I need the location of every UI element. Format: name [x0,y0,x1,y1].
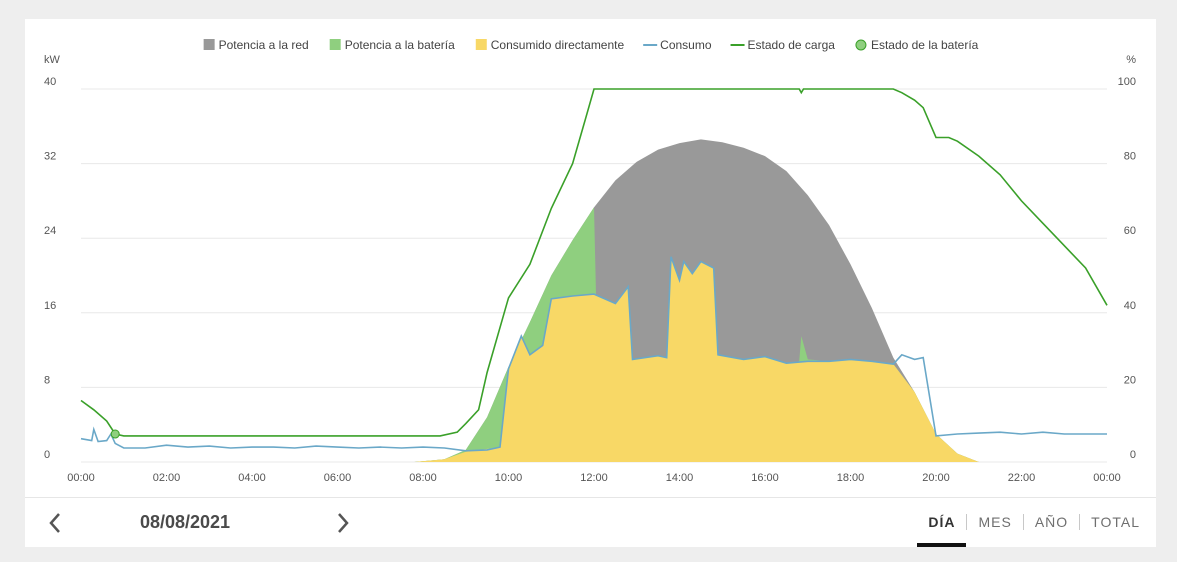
x-tick-label: 22:00 [1008,472,1036,484]
y-left-unit-label: kW [44,54,61,66]
y-right-tick-label: 60 [1124,225,1136,237]
tab-total[interactable]: TOTAL [1091,514,1140,530]
energy-chart: 0 8 16 24 32 40 0 20 40 60 80 100 kW % 00:00 02:00 04:00… [44,38,1136,484]
x-tick-label: 00:00 [1093,472,1121,484]
line-estado-de-carga [80,88,1108,437]
y-left-tick-label: 16 [44,300,56,312]
point-estado-de-la-bateria [110,429,120,439]
y-right-tick-label: 80 [1124,151,1136,163]
tab-ano[interactable]: AÑO [1034,514,1069,530]
y-right-tick-label: 100 [1118,76,1136,88]
x-tick-label: 00:00 [67,472,95,484]
x-tick-label: 16:00 [751,472,779,484]
period-tabs: DÍA MES AÑO TOTAL [917,506,1151,548]
chevron-right-icon [338,513,349,533]
x-tick-label: 12:00 [580,472,608,484]
x-tick-label: 18:00 [837,472,865,484]
legend-label: Estado de la batería [871,38,979,52]
legend-marker-circle [855,39,867,51]
y-right-unit-label: % [1126,54,1136,66]
x-tick-label: 08:00 [409,472,437,484]
x-tick-label: 14:00 [666,472,694,484]
x-tick-label: 02:00 [153,472,181,484]
tab-separator [1022,514,1024,530]
x-tick-label: 10:00 [495,472,523,484]
line-consumo [80,256,1107,452]
tab-separator [1079,514,1081,530]
next-day-button[interactable] [325,506,361,540]
x-tick-label: 06:00 [324,472,352,484]
y-left-tick-label: 32 [44,151,56,163]
y-right-tick-label: 0 [1130,449,1136,461]
legend-label: Estado de carga [748,38,836,52]
y-left-tick-label: 40 [44,76,56,88]
y-left-tick-label: 0 [44,449,50,461]
legend-marker-square [203,39,215,50]
legend-label: Consumo [660,38,712,52]
previous-day-button[interactable] [37,506,73,540]
legend-label: Consumido directamente [491,38,625,52]
tab-mes[interactable]: MES [978,514,1012,530]
legend-label: Potencia a la red [219,38,309,52]
date-label: 08/08/2021 [139,512,231,532]
legend-marker-square [475,39,487,50]
area-consumido-directamente [414,256,979,462]
chevron-left-icon [49,513,60,533]
y-left-tick-label: 24 [44,225,56,237]
footer-divider [25,497,1156,498]
x-tick-label: 04:00 [238,472,266,484]
x-tick-label: 20:00 [922,472,950,484]
tab-separator [966,514,968,530]
chart-card: 0 8 16 24 32 40 0 20 40 60 80 100 kW% 00:00 02:00 04:00… [25,19,1156,547]
legend-label: Potencia a la batería [345,38,455,52]
tab-dia[interactable]: DÍA [917,506,967,547]
y-right-tick-label: 20 [1124,374,1136,386]
y-left-tick-label: 8 [44,374,50,386]
legend-marker-square [329,39,341,50]
y-right-tick-label: 40 [1124,300,1136,312]
